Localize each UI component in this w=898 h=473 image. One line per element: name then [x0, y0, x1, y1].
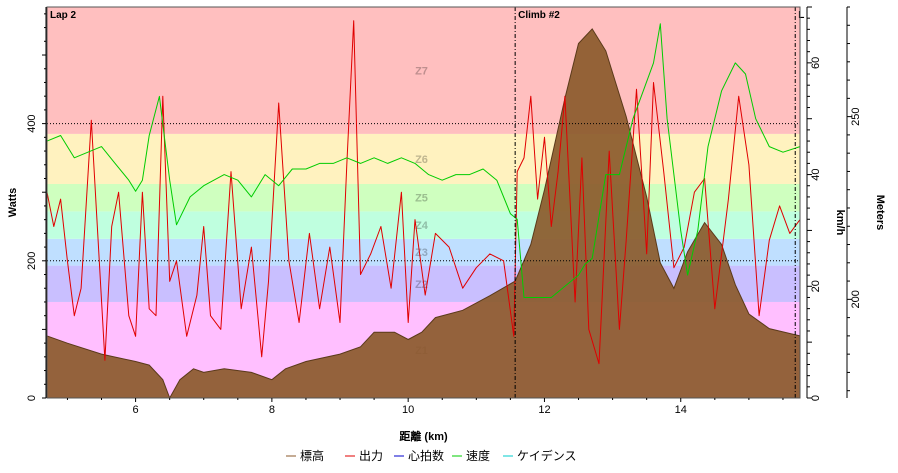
elevation-series-area	[46, 28, 801, 400]
marker-label-0: Lap 2	[50, 10, 77, 21]
series-line-3	[46, 23, 801, 298]
y-watts-tick-label-0: 0	[26, 395, 38, 401]
y-watts-tick-label-400: 400	[26, 114, 38, 132]
marker-label-2: L	[798, 10, 804, 21]
y-axis-title-kmh: km/h	[834, 210, 846, 236]
plot-frame	[46, 6, 801, 399]
zone-label-z6: Z6	[415, 154, 428, 166]
y-meters-tick-label-200: 200	[850, 290, 862, 308]
legend[interactable]: 標高 出力 心拍数 速度 ケイデンス	[286, 448, 577, 463]
reference-lines	[47, 123, 800, 262]
x-tick-label-8: 8	[269, 404, 275, 416]
lap-markers: Lap 2 Climb #2 L	[50, 7, 804, 398]
series-line-1	[46, 20, 801, 365]
x-axis-title: 距離 (km)	[399, 429, 448, 443]
y-kmh-tick-label-20: 20	[810, 280, 822, 292]
x-tick-label-6: 6	[133, 404, 139, 416]
axes: 6 8 10 12 14 距離 (km) 0 200 400 Watts 0 20 40 60 km/h 20…	[7, 6, 886, 443]
y-axis-title-watts: Watts	[7, 188, 19, 218]
x-tick-label-10: 10	[402, 404, 414, 416]
zone-band-z7	[47, 7, 800, 134]
y-kmh-tick-label-40: 40	[810, 168, 822, 180]
y-kmh-tick-label-0: 0	[810, 395, 822, 401]
y-axis-title-meters: Meters	[874, 195, 886, 230]
marker-label-1: Climb #2	[518, 10, 560, 21]
zone-label-z3: Z3	[415, 247, 428, 259]
zone-label-z7: Z7	[415, 65, 428, 77]
plot-border	[46, 6, 801, 399]
x-tick-label-12: 12	[538, 404, 550, 416]
legend-label-3[interactable]: 速度	[466, 448, 490, 463]
y-watts-tick-label-200: 200	[26, 252, 38, 270]
legend-label-4[interactable]: ケイデンス	[517, 448, 577, 463]
x-tick-label-14: 14	[675, 404, 687, 416]
zone-label-z4: Z4	[415, 220, 429, 232]
legend-label-2[interactable]: 心拍数	[408, 448, 444, 463]
y-meters-tick-label-250: 250	[850, 107, 862, 125]
series-lines	[46, 20, 801, 365]
legend-label-1[interactable]: 出力	[359, 449, 383, 463]
zone-label-z5: Z5	[415, 193, 428, 205]
elevation-area	[46, 28, 801, 400]
zone-band-z4	[47, 211, 800, 239]
legend-label-0[interactable]: 標高	[300, 448, 324, 463]
y-kmh-tick-label-60: 60	[810, 57, 822, 69]
